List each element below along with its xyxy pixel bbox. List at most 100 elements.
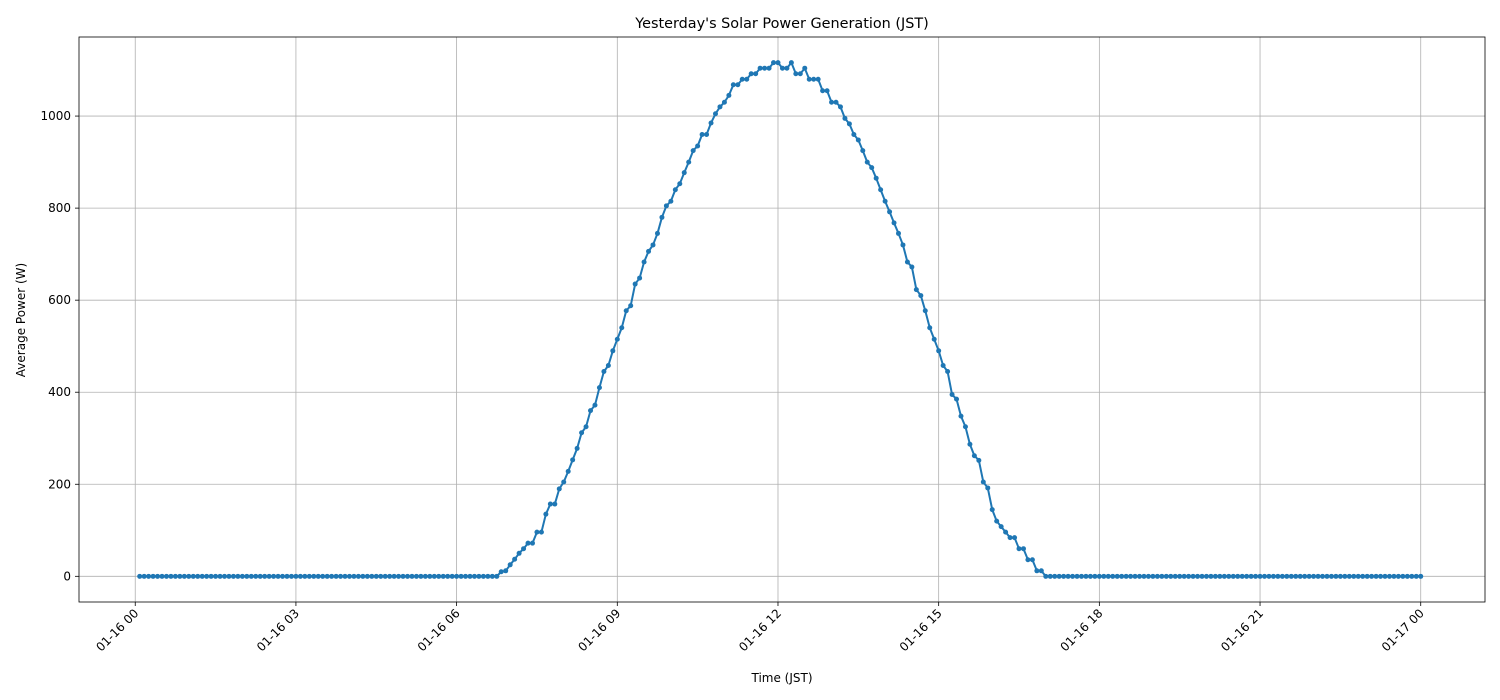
- data-point: [271, 573, 277, 579]
- data-point: [226, 573, 232, 579]
- data-point: [288, 573, 294, 579]
- data-point: [405, 573, 411, 579]
- data-point: [1364, 573, 1370, 579]
- data-point: [1275, 573, 1281, 579]
- data-point: [1337, 573, 1343, 579]
- data-point: [695, 143, 701, 149]
- data-point: [708, 120, 714, 126]
- data-point: [632, 281, 638, 287]
- data-point: [275, 573, 281, 579]
- data-point: [320, 573, 326, 579]
- data-point: [195, 573, 201, 579]
- data-point: [1355, 573, 1361, 579]
- data-point: [1025, 557, 1031, 563]
- data-point: [601, 369, 607, 375]
- data-point: [516, 550, 522, 556]
- data-point: [338, 573, 344, 579]
- data-point: [811, 76, 817, 82]
- data-point: [1065, 573, 1071, 579]
- y-tick-label: 200: [48, 477, 71, 491]
- data-point: [507, 562, 513, 568]
- data-point: [1043, 573, 1049, 579]
- data-point: [333, 573, 339, 579]
- data-point: [712, 111, 718, 117]
- data-point: [1262, 573, 1268, 579]
- data-point: [846, 121, 852, 127]
- data-point: [1132, 573, 1138, 579]
- data-point: [1177, 573, 1183, 579]
- data-point: [1284, 573, 1290, 579]
- data-point: [994, 518, 1000, 524]
- data-point: [409, 573, 415, 579]
- data-point: [753, 71, 759, 77]
- axes-frame: [78, 36, 1486, 603]
- data-point: [574, 445, 580, 451]
- data-point: [1230, 573, 1236, 579]
- data-point: [1145, 573, 1151, 579]
- y-tick-label: 1000: [40, 109, 71, 123]
- data-point: [663, 203, 669, 209]
- data-point: [1409, 573, 1415, 579]
- data-point: [824, 88, 830, 94]
- data-point: [1101, 573, 1107, 579]
- data-point: [1038, 568, 1044, 574]
- data-point: [1306, 573, 1312, 579]
- data-point: [1257, 573, 1263, 579]
- data-point: [463, 573, 469, 579]
- data-point: [1070, 573, 1076, 579]
- data-point: [913, 287, 919, 293]
- data-point: [480, 573, 486, 579]
- data-point: [213, 573, 219, 579]
- data-point: [422, 573, 428, 579]
- data-point: [739, 76, 745, 82]
- data-point: [556, 486, 562, 492]
- data-point: [351, 573, 357, 579]
- data-point: [904, 259, 910, 265]
- data-point: [1413, 573, 1419, 579]
- data-point: [1087, 573, 1093, 579]
- data-point: [954, 396, 960, 402]
- data-point: [489, 573, 495, 579]
- data-point: [1369, 573, 1375, 579]
- data-point: [614, 336, 620, 342]
- data-point: [1217, 573, 1223, 579]
- data-point: [382, 573, 388, 579]
- data-point: [177, 573, 183, 579]
- data-point: [1199, 573, 1205, 579]
- data-point: [605, 363, 611, 369]
- data-point: [172, 573, 178, 579]
- data-point: [1154, 573, 1160, 579]
- data-point: [1342, 573, 1348, 579]
- data-point: [1315, 573, 1321, 579]
- data-point: [168, 573, 174, 579]
- data-point: [1003, 529, 1009, 535]
- data-point: [538, 529, 544, 535]
- data-point: [1007, 535, 1013, 541]
- data-point: [1114, 573, 1120, 579]
- data-point: [137, 573, 143, 579]
- data-point: [837, 104, 843, 110]
- data-point: [1128, 573, 1134, 579]
- data-point: [1320, 573, 1326, 579]
- data-point: [793, 71, 799, 77]
- data-point: [1092, 573, 1098, 579]
- data-point: [1105, 573, 1111, 579]
- data-point: [454, 573, 460, 579]
- data-point: [445, 573, 451, 579]
- data-point: [146, 573, 152, 579]
- data-point: [471, 573, 477, 579]
- data-point: [717, 104, 723, 110]
- data-point: [458, 573, 464, 579]
- data-point: [1119, 573, 1125, 579]
- data-point: [1346, 573, 1352, 579]
- data-point: [1360, 573, 1366, 579]
- data-point: [262, 573, 268, 579]
- data-point: [355, 573, 361, 579]
- data-point: [1123, 573, 1129, 579]
- data-point: [681, 170, 687, 176]
- data-point: [623, 308, 629, 314]
- data-point: [449, 573, 455, 579]
- data-point: [860, 148, 866, 154]
- data-point: [610, 348, 616, 354]
